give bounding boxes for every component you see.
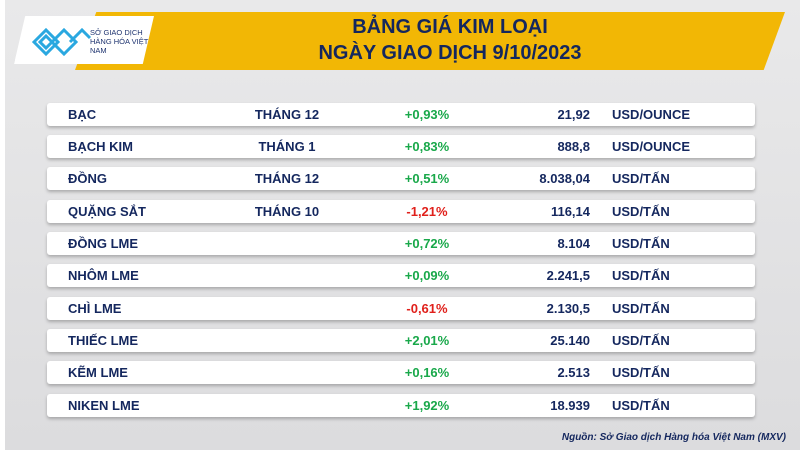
table-row: BẠC THÁNG 12 +0,93% 21,92 USD/OUNCE [47,103,755,126]
change-percent: +0,16% [404,365,450,380]
price: 18.939 [550,398,590,413]
title-line-2: NGÀY GIAO DỊCH 9/10/2023 [318,42,582,64]
change-percent: +0,51% [404,171,450,186]
unit: USD/TẤN [612,398,670,413]
metal-name: BẠCH KIM [68,139,133,154]
table-row: NIKEN LME +1,92% 18.939 USD/TẤN [47,394,755,417]
change-percent: +1,92% [404,398,450,413]
metal-name: ĐỒNG [68,171,107,186]
contract-month: THÁNG 12 [254,171,320,186]
metal-name: KẼM LME [68,365,128,380]
price: 116,14 [550,204,590,219]
metal-name: QUẶNG SẮT [68,204,146,219]
metal-name: NHÔM LME [68,268,139,283]
unit: USD/TẤN [612,333,670,348]
table-row: BẠCH KIM THÁNG 1 +0,83% 888,8 USD/OUNCE [47,135,755,158]
change-percent: +0,93% [404,107,450,122]
change-percent: -0,61% [406,301,448,316]
unit: USD/TẤN [612,365,670,380]
price: 25.140 [550,333,590,348]
price: 21,92 [557,107,590,122]
unit: USD/TẤN [612,301,670,316]
change-percent: -1,21% [406,204,448,219]
metal-name: NIKEN LME [68,398,140,413]
price: 2.130,5 [546,301,590,316]
logo-mark-icon [32,27,92,57]
table-row: QUẶNG SẮT THÁNG 10 -1,21% 116,14 USD/TẤN [47,200,755,223]
contract-month: THÁNG 12 [254,107,320,122]
metal-name: CHÌ LME [68,301,122,316]
change-percent: +2,01% [404,333,450,348]
change-percent: +0,09% [404,268,450,283]
change-percent: +0,72% [404,236,450,251]
title-band [75,12,785,70]
metal-name: THIẾC LME [68,333,139,348]
table-row: NHÔM LME +0,09% 2.241,5 USD/TẤN [47,264,755,287]
unit: USD/TẤN [612,236,670,251]
price: 2.513 [557,365,590,380]
price: 888,8 [557,139,590,154]
price: 2.241,5 [546,268,590,283]
table-row: ĐỒNG THÁNG 12 +0,51% 8.038,04 USD/TẤN [47,167,755,190]
table-row: KẼM LME +0,16% 2.513 USD/TẤN [47,361,755,384]
table-row: ĐỒNG LME +0,72% 8.104 USD/TẤN [47,232,755,255]
unit: USD/TẤN [612,171,670,186]
table-row: CHÌ LME -0,61% 2.130,5 USD/TẤN [47,297,755,320]
price: 8.104 [557,236,590,251]
change-percent: +0,83% [404,139,450,154]
unit: USD/TẤN [612,204,670,219]
contract-month: THÁNG 10 [254,204,320,219]
title-line-1: BẢNG GIÁ KIM LOẠI [352,16,548,38]
metal-name: BẠC [68,107,97,122]
unit: USD/TẤN [612,268,670,283]
unit: USD/OUNCE [612,139,691,154]
unit: USD/OUNCE [612,107,691,122]
mxv-logo [14,16,154,64]
contract-month: THÁNG 1 [258,139,316,154]
logo-text: SỞ GIAO DỊCH HÀNG HÓA VIỆT NAM [90,28,149,55]
page-title: BẢNG GIÁ KIM LOẠI NGÀY GIAO DỊCH 9/10/20… [180,14,720,66]
source-note: Nguồn: Sở Giao dịch Hàng hóa Việt Nam (M… [561,432,786,443]
metal-name: ĐỒNG LME [68,236,139,251]
price: 8.038,04 [539,171,590,186]
table-row: THIẾC LME +2,01% 25.140 USD/TẤN [47,329,755,352]
